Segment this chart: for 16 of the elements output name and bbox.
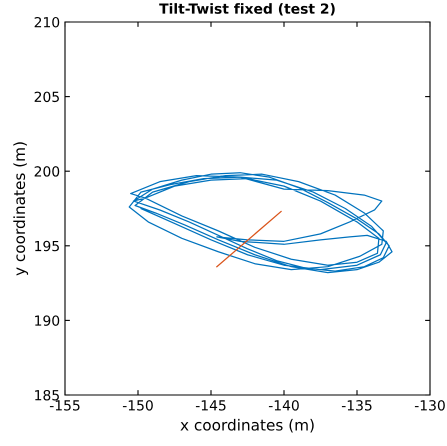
y-tick-label: 190 — [35, 315, 60, 326]
x-axis-title: x coordinates (m) — [180, 418, 314, 432]
y-tick-label: 210 — [34, 16, 60, 28]
y-axis-title: y coordinates (m) — [13, 142, 28, 276]
x-tick-label: -130 — [414, 400, 445, 411]
y-tick-label: 185 — [35, 390, 59, 400]
y-tick-label: 200 — [34, 166, 60, 177]
y-tick-label: 205 — [34, 92, 59, 102]
x-tick-label: -150 — [122, 400, 153, 411]
x-tick-label: -135 — [342, 400, 372, 411]
line-series — [128, 172, 393, 274]
x-tick-label: -145 — [196, 400, 226, 411]
y-tick-label: 195 — [35, 240, 59, 252]
x-tick-label: -155 — [50, 400, 80, 411]
x-tick-label: -140 — [268, 400, 299, 411]
chart-title: Tilt-Twist fixed (test 2) — [159, 3, 335, 16]
